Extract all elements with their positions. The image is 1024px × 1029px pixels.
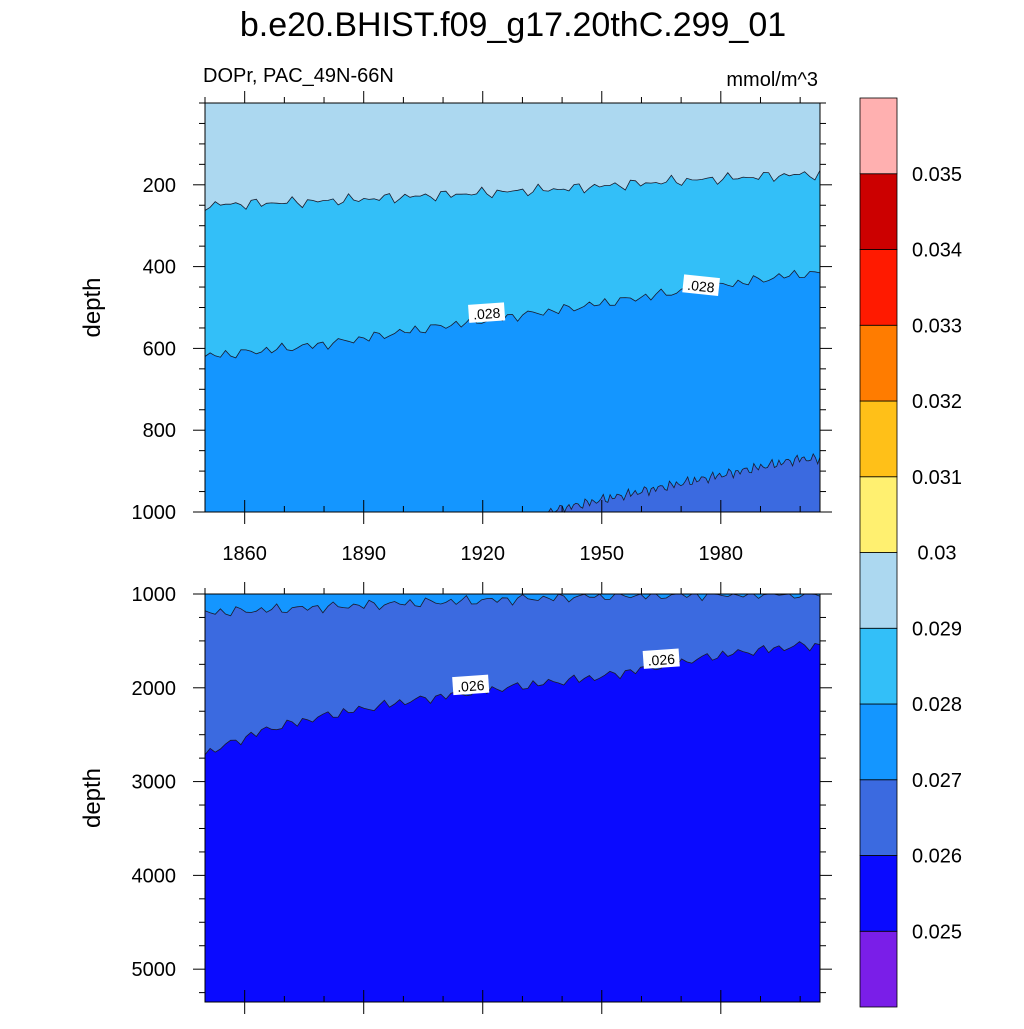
- y-tick-label: 400: [143, 257, 176, 279]
- x-tick-label: 1860: [222, 543, 267, 565]
- y-tick-label: 800: [143, 420, 176, 442]
- y-tick-label: 1000: [132, 502, 177, 524]
- contour-label: .026: [642, 648, 680, 669]
- y-tick-label: 3000: [132, 772, 177, 794]
- colorbar-swatch: [859, 249, 898, 326]
- contour-label-text: .026: [457, 677, 486, 695]
- colorbar-label: 0.032: [912, 391, 962, 413]
- y-axis-label: depth: [79, 768, 106, 828]
- contour-label-bg: [452, 674, 490, 696]
- contour-label-bg: [468, 302, 506, 323]
- units-label: mmol/m^3: [726, 69, 818, 91]
- colorbar-label: 0.027: [912, 770, 962, 792]
- colorbar-swatch: [859, 779, 898, 856]
- x-tick-label: 1980: [699, 543, 744, 565]
- contour-fill-0_027: [546, 453, 820, 512]
- colorbar-swatch: [859, 552, 898, 629]
- contour-label: .028: [682, 274, 720, 297]
- contour-fill-0_028: [205, 270, 820, 512]
- colorbar-swatch: [859, 855, 898, 932]
- plot-frame: [204, 593, 821, 1003]
- colorbar-label: 0.025: [912, 921, 962, 943]
- colorbar-label: 0.028: [912, 694, 962, 716]
- colorbar-label: 0.034: [912, 240, 962, 262]
- contour-label-bg: [682, 274, 720, 297]
- colorbar-swatch: [859, 930, 898, 1008]
- y-tick-label: 600: [143, 338, 176, 360]
- contour-line-0_026: [204, 641, 821, 756]
- colorbar: 0.025 0.026 0.027 0.028 0.029 0.03 0.031 0.032 0…: [859, 97, 962, 1008]
- colorbar-swatch: [859, 400, 898, 478]
- contour-label: .028: [468, 302, 506, 323]
- contour-line-0_027: [546, 452, 821, 514]
- y-tick-label: 1000: [132, 584, 177, 606]
- y-tick-label: 200: [143, 175, 176, 197]
- colorbar-label: 0.029: [912, 618, 962, 640]
- contour-line-0_029: [204, 170, 821, 211]
- colorbar-swatch: [859, 703, 898, 781]
- y-tick-label: 2000: [132, 678, 177, 700]
- colorbar-swatch: [859, 324, 898, 402]
- x-tick-label: 1890: [341, 543, 386, 565]
- x-tick-label: 1920: [460, 543, 505, 565]
- top-panel: .028 .028 1860 1890 1920 1950 1980 200 400 600 800…: [79, 91, 832, 565]
- y-tick-label: 4000: [132, 865, 177, 887]
- colorbar-swatch: [859, 627, 898, 705]
- colorbar-label: 0.026: [912, 846, 962, 868]
- colorbar-label: 0.035: [912, 164, 962, 186]
- contour-label: .026: [452, 674, 490, 696]
- bottom-panel: .026 .026 1000 2000 3000 4000 5000 depth: [79, 582, 832, 1014]
- colorbar-swatch: [859, 97, 898, 175]
- contour-fill-0_026: [205, 641, 820, 1002]
- x-tick-label: 1950: [580, 543, 625, 565]
- contour-label-bg: [642, 648, 680, 669]
- y-axis-label: depth: [79, 277, 106, 337]
- panel-left-label: DOPr, PAC_49N-66N: [203, 65, 394, 87]
- colorbar-swatch: [859, 173, 898, 250]
- colorbar-label: 0.031: [912, 467, 962, 489]
- contour-label-text: .028: [687, 277, 716, 296]
- colorbar-swatch: [859, 476, 898, 553]
- chart-title: b.e20.BHIST.f09_g17.20thC.299_01: [240, 6, 786, 44]
- contour-label-text: .026: [647, 651, 676, 669]
- colorbar-label: 0.033: [912, 315, 962, 337]
- colorbar-label: 0.03: [918, 543, 957, 565]
- y-tick-label: 5000: [132, 959, 177, 981]
- contour-label-text: .028: [473, 305, 502, 323]
